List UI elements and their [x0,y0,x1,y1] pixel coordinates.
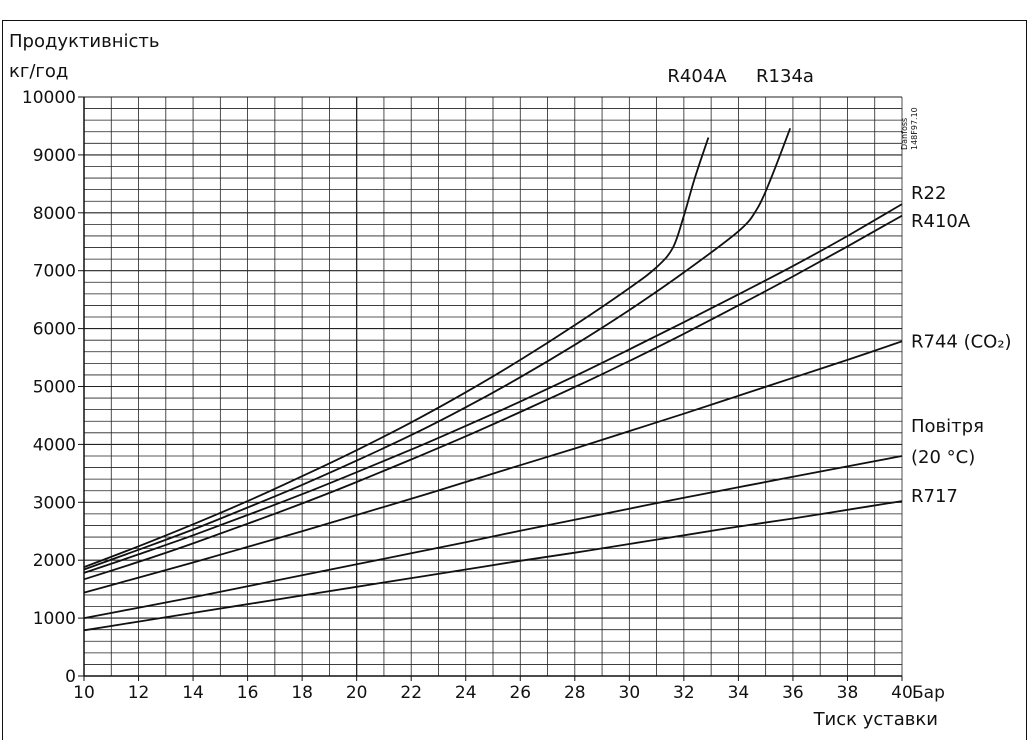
series-line-r744-co- [83,340,903,594]
series-line-r717 [83,500,903,632]
watermark-line2: 148F97.10 [910,107,919,150]
series-label: R22 [911,183,946,204]
axis-ticks: 0 1000 2000 3000 4000 5000 6000 7000 8000 9000 100… [22,88,913,703]
series-label: Повітря [911,416,984,437]
x-tick-label: 16 [237,683,259,703]
series-label: R717 [911,486,958,507]
series-label: R744 (CO₂) [911,331,1012,352]
x-tick-label: 18 [291,683,313,703]
watermark: Danfoss 148F97.10 [900,107,919,150]
x-tick-label: 24 [455,683,477,703]
y-tick-label: 10000 [22,88,76,108]
x-tick-label: 12 [128,683,150,703]
series-label: (20 °C) [911,447,975,468]
y-tick-label: 8000 [33,204,76,224]
y-tick-label: 7000 [33,262,76,282]
series-line-r22 [83,203,903,574]
series-line--20-c- [83,455,903,619]
series-label: R410A [911,211,971,232]
y-tick-label: 9000 [33,146,76,166]
series-label: R404A [667,66,727,87]
series-lines [83,127,903,632]
y-tick-label: 4000 [33,435,76,455]
x-axis-title: Тиск уставки [813,709,938,730]
y-tick-label: 3000 [33,493,76,513]
text-labels: R404A R134a R22 R410A R744 (CO₂) Повітря (20 °… [9,31,1012,730]
y-tick-label: 2000 [33,551,76,571]
x-tick-label: 32 [673,683,695,703]
series-line-r404a [83,137,710,568]
x-tick-label: 20 [346,683,368,703]
y-tick-label: 5000 [33,378,76,398]
y-tick-label: 1000 [33,609,76,629]
y-tick-label: 0 [65,667,76,687]
y-tick-label: 6000 [33,320,76,340]
grid [83,96,903,677]
chart-frame [2,20,1027,740]
x-tick-label: 34 [728,683,750,703]
x-tick-label: 14 [182,683,204,703]
x-tick-label: 28 [564,683,586,703]
watermark-line1: Danfoss [900,118,909,150]
series-line-r134a [83,127,792,571]
x-tick-label: 26 [509,683,531,703]
series-line-r410a [83,214,903,581]
x-tick-label: 10 [73,683,95,703]
x-tick-label: 22 [400,683,422,703]
y-axis-unit: кг/год [9,61,68,82]
x-axis-unit: Бар [912,683,945,703]
x-tick-label: 38 [837,683,859,703]
x-tick-label: 30 [619,683,641,703]
x-tick-label: 36 [782,683,804,703]
series-label: R134a [756,66,814,87]
y-axis-title: Продуктивність [9,31,160,52]
x-tick-label: 40 [891,683,913,703]
